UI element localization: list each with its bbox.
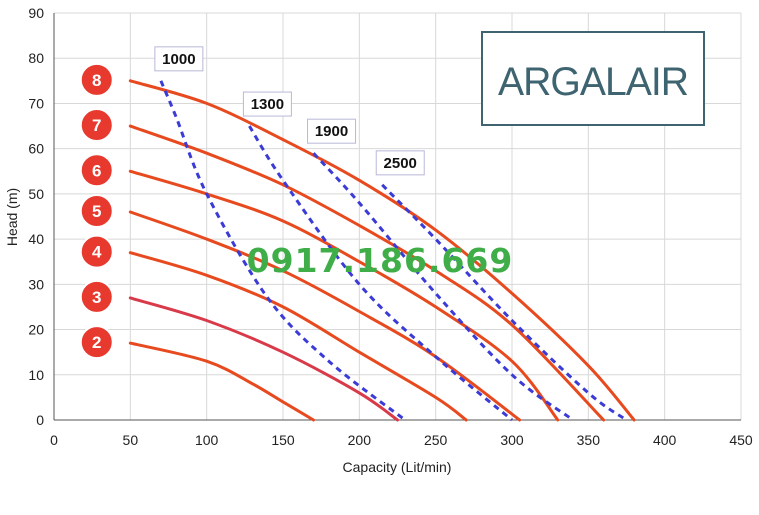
stage-curve-7 [128, 124, 606, 422]
y-tick-label: 90 [28, 5, 44, 21]
speed-curve-1900 [312, 152, 574, 422]
stage-badge-circle [79, 325, 114, 360]
y-tick-label: 40 [28, 231, 44, 247]
stage-badge-circle [79, 153, 114, 188]
stage-curve-5 [128, 210, 522, 422]
stage-curve-2 [128, 341, 315, 422]
speed-label-text: 2500 [384, 155, 417, 172]
x-tick-label: 350 [577, 432, 601, 448]
y-tick-label: 0 [36, 412, 44, 428]
y-tick-label: 80 [28, 50, 44, 66]
argalair-logo: ARGALAIR [481, 31, 705, 126]
stage-curve-4 [128, 251, 468, 422]
stage-badge-number: 4 [92, 243, 102, 262]
stage-curve-8 [128, 79, 636, 422]
x-tick-label: 200 [348, 432, 372, 448]
x-tick-label: 50 [123, 432, 139, 448]
phone-watermark: 0917.186.669 [247, 241, 514, 280]
y-tick-label: 70 [28, 95, 44, 111]
stage-badge-circle [79, 62, 114, 97]
logo-frame [481, 31, 705, 126]
speed-label-text: 1300 [251, 96, 284, 113]
stage-badge-number: 7 [92, 116, 101, 135]
speed-labels: 1000 1300 1900 2500 [154, 46, 425, 176]
y-tick-labels: 0 10 20 30 40 50 60 70 80 90 [28, 5, 44, 428]
x-tick-label: 450 [729, 432, 753, 448]
speed-label-1300: 1300 [242, 91, 292, 117]
stage-badge-7: 7 [79, 108, 114, 143]
y-tick-label: 50 [28, 186, 44, 202]
speed-curves [159, 80, 628, 422]
x-tick-labels: 0 50 100 150 200 250 300 350 400 450 [50, 432, 753, 448]
y-tick-label: 10 [28, 367, 44, 383]
speed-curve-1000 [159, 80, 407, 422]
x-tick-label: 100 [195, 432, 219, 448]
stage-badge-5: 5 [79, 193, 114, 228]
stage-badge-circle [79, 234, 114, 269]
stage-badge-number: 8 [92, 71, 101, 90]
x-tick-label: 150 [271, 432, 295, 448]
speed-curve-2500 [381, 183, 628, 422]
stage-badges: 2 3 4 5 6 7 8 [79, 62, 114, 360]
speed-label-2500: 2500 [375, 150, 425, 176]
logo-text: ARGALAIR [498, 60, 688, 104]
stage-badge-circle [79, 108, 114, 143]
speed-label-1900: 1900 [307, 118, 357, 144]
x-tick-label: 0 [50, 432, 58, 448]
stage-badge-2: 2 [79, 325, 114, 360]
stage-badge-3: 3 [79, 279, 114, 314]
y-axis-label: Head (m) [4, 188, 20, 246]
stage-badge-circle [79, 193, 114, 228]
x-axis-label: Capacity (Lit/min) [343, 459, 452, 475]
stage-badge-number: 6 [92, 161, 101, 180]
speed-label-text: 1900 [315, 123, 348, 140]
stage-badge-circle [79, 279, 114, 314]
stage-badge-6: 6 [79, 153, 114, 188]
speed-label-box [242, 91, 292, 117]
stage-badge-4: 4 [79, 234, 114, 269]
x-tick-label: 300 [500, 432, 524, 448]
y-tick-label: 30 [28, 276, 44, 292]
stage-curve-3 [128, 296, 399, 422]
stage-badge-number: 5 [92, 202, 101, 221]
speed-label-box [375, 150, 425, 176]
x-tick-label: 250 [424, 432, 448, 448]
speed-label-text: 1000 [162, 51, 195, 68]
y-tick-label: 60 [28, 141, 44, 157]
x-tick-label: 400 [653, 432, 677, 448]
stage-badge-8: 8 [79, 62, 114, 97]
stage-badge-number: 2 [92, 333, 101, 352]
y-tick-label: 20 [28, 322, 44, 338]
speed-label-box [154, 46, 204, 72]
speed-label-1000: 1000 [154, 46, 204, 72]
stage-badge-number: 3 [92, 288, 101, 307]
speed-curve-1300 [248, 125, 513, 422]
speed-label-box [307, 118, 357, 144]
